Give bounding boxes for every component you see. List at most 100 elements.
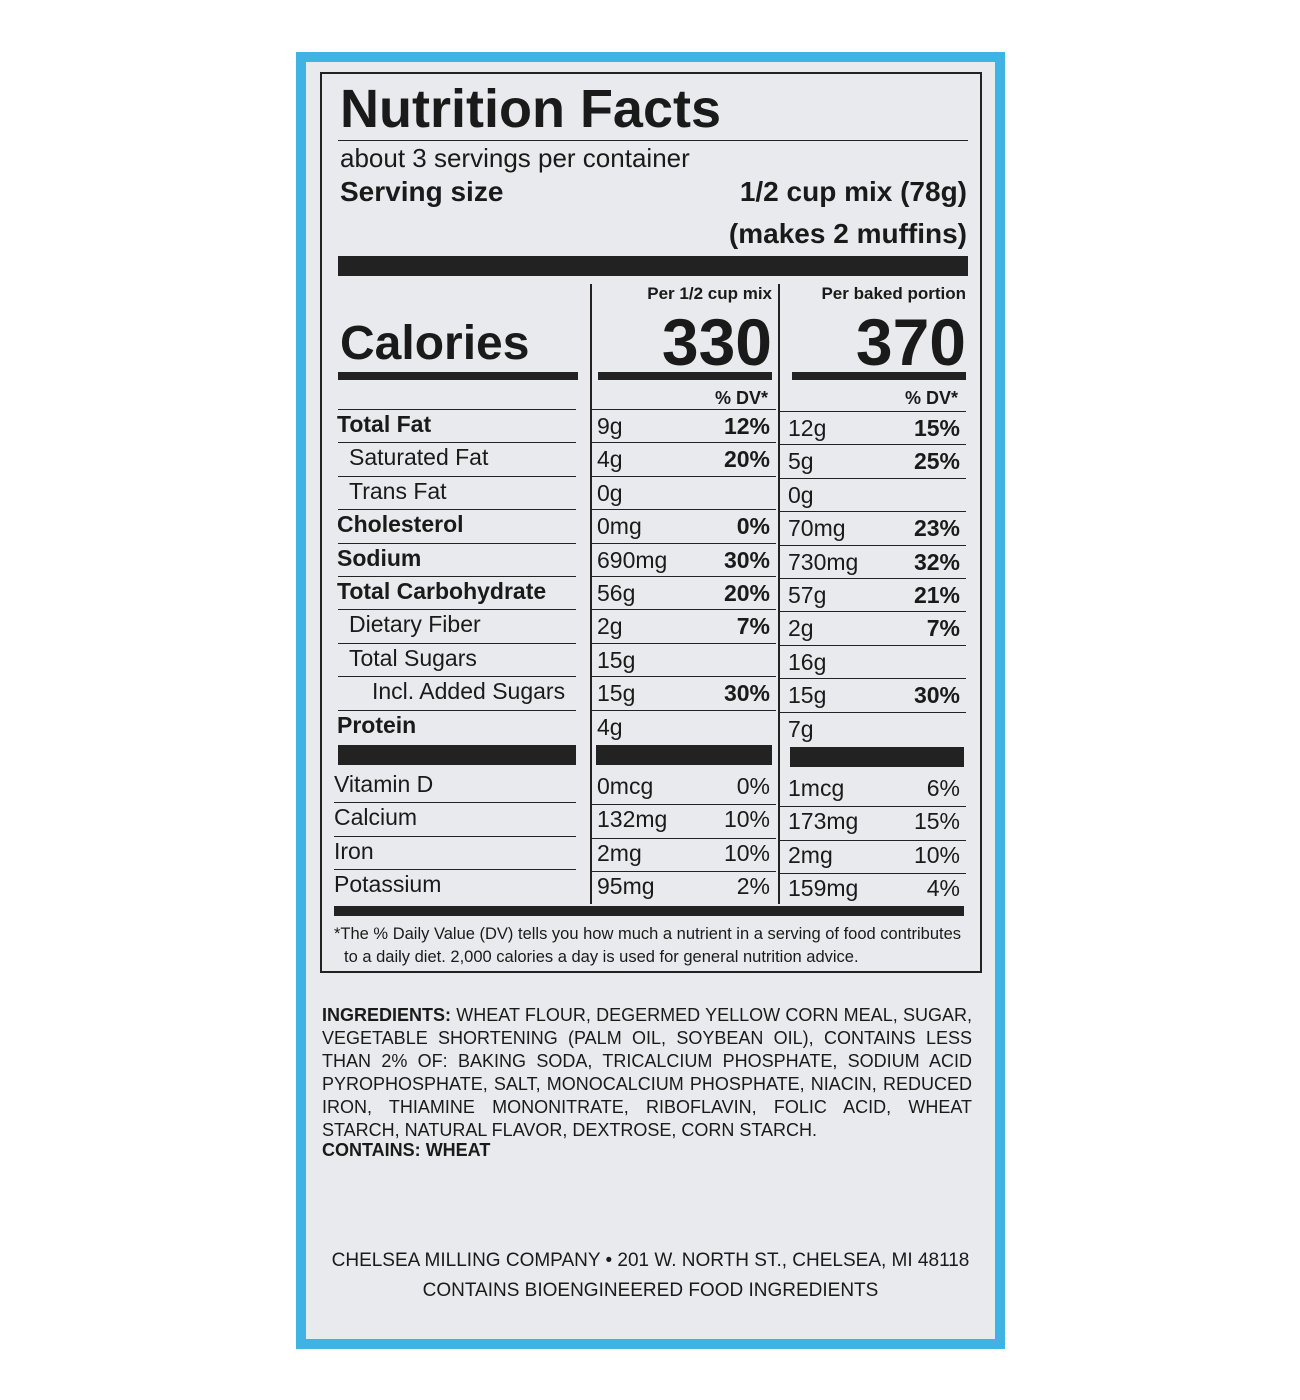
rule <box>590 837 776 839</box>
daily-value: 15% <box>913 808 960 835</box>
ingredients: INGREDIENTS: WHEAT FLOUR, DEGERMED YELLO… <box>322 1004 972 1142</box>
nutrient-name: Total Carbohydrate <box>337 578 547 604</box>
calories: 330 <box>661 305 772 379</box>
daily-value: 25% <box>913 448 960 475</box>
rule <box>780 611 966 613</box>
contains-text: WHEAT <box>425 1140 491 1160</box>
nutrient-name: Saturated Fat <box>349 444 489 471</box>
rule <box>598 372 772 380</box>
serving-size-note: (makes 2 muffins) <box>728 218 967 249</box>
amount: 0mg <box>597 513 642 540</box>
daily-value: 21% <box>913 582 960 608</box>
daily-value: 7% <box>736 613 770 640</box>
rule <box>334 802 576 804</box>
amount: 4g <box>597 713 623 740</box>
amount: 16g <box>788 648 827 675</box>
amount: 15g <box>788 682 827 709</box>
contains: CONTAINS: WHEAT <box>322 1140 490 1161</box>
amount: 5g <box>788 448 814 475</box>
rule <box>780 411 966 412</box>
rule <box>780 678 966 680</box>
rule <box>590 284 592 904</box>
nutrient-name: Incl. Added Sugars <box>372 678 566 705</box>
amount: 57g <box>788 582 827 608</box>
serving-size: 1/2 cup mix (78g) <box>739 176 967 207</box>
rule <box>334 868 576 870</box>
daily-value: 0% <box>736 513 770 540</box>
rule <box>592 609 776 611</box>
nutrient-name: Dietary Fiber <box>349 611 481 638</box>
serving-size-label: Serving size <box>340 176 504 207</box>
rule <box>338 745 576 765</box>
rule <box>780 578 966 579</box>
amount: 173mg <box>788 808 859 835</box>
daily-value: 10% <box>723 806 770 833</box>
amount: 70mg <box>788 515 846 542</box>
rule <box>338 609 576 611</box>
rule <box>780 477 966 479</box>
daily-value: 30% <box>723 546 770 573</box>
rule <box>780 444 966 446</box>
rule <box>338 140 968 141</box>
column-header: Per baked portion <box>821 284 966 303</box>
rule <box>338 542 576 544</box>
amount: 0g <box>597 479 623 506</box>
amount: 2mg <box>597 839 642 866</box>
rule <box>338 256 968 276</box>
nutrient-name: Vitamin D <box>334 771 434 797</box>
daily-value: 30% <box>913 682 960 709</box>
rule <box>338 409 576 410</box>
rule <box>592 709 776 711</box>
daily-value: 30% <box>723 680 770 707</box>
amount: 730mg <box>788 548 859 575</box>
rule <box>780 544 966 546</box>
amount: 95mg <box>597 872 655 899</box>
rule <box>792 372 966 380</box>
amount: 2mg <box>788 841 833 868</box>
servings: about 3 servings per container <box>340 143 690 173</box>
amount: 2g <box>788 615 814 642</box>
nutrient-name: Sodium <box>337 544 422 571</box>
rule <box>338 442 576 444</box>
rule <box>780 711 966 713</box>
rule <box>780 806 966 808</box>
amount: 159mg <box>788 874 859 901</box>
calories: 370 <box>855 305 966 379</box>
rule <box>338 509 576 511</box>
dv-header: % DV* <box>714 388 768 408</box>
rule <box>592 642 776 644</box>
nutrient-name: Total Fat <box>337 411 432 437</box>
nutrient-name: Trans Fat <box>349 477 447 504</box>
footer-line: CONTAINS BIOENGINEERED FOOD INGREDIENTS <box>422 1280 879 1301</box>
rule <box>334 906 964 916</box>
rule <box>338 642 576 644</box>
contains-heading: CONTAINS: <box>322 1140 421 1160</box>
amount: 7g <box>788 715 814 742</box>
calories-label: Calories <box>340 317 530 370</box>
rule <box>338 709 576 711</box>
label-box <box>320 72 982 973</box>
rule <box>592 509 776 511</box>
rule <box>778 284 780 904</box>
amount: 2g <box>597 613 623 640</box>
rule <box>590 870 776 872</box>
rule <box>780 511 966 513</box>
daily-value: 23% <box>913 515 960 542</box>
rule <box>592 676 776 678</box>
ingredients-text: WHEAT FLOUR, DEGERMED YELLOW CORN MEAL, … <box>322 1005 972 1140</box>
daily-value: 6% <box>926 775 960 801</box>
amount: 15g <box>597 680 636 707</box>
daily-value: 0% <box>736 773 770 799</box>
rule <box>790 747 964 767</box>
rule <box>596 745 772 765</box>
amount: 4g <box>597 446 623 473</box>
daily-value: 7% <box>926 615 960 642</box>
nutrient-name: Cholesterol <box>337 511 464 538</box>
nutrient-name: Calcium <box>334 804 418 831</box>
footnote: *The % Daily Value (DV) tells you how mu… <box>334 925 961 943</box>
daily-value: 10% <box>913 841 960 868</box>
daily-value: 2% <box>736 872 770 899</box>
rule <box>780 839 966 841</box>
amount: 56g <box>597 580 636 606</box>
